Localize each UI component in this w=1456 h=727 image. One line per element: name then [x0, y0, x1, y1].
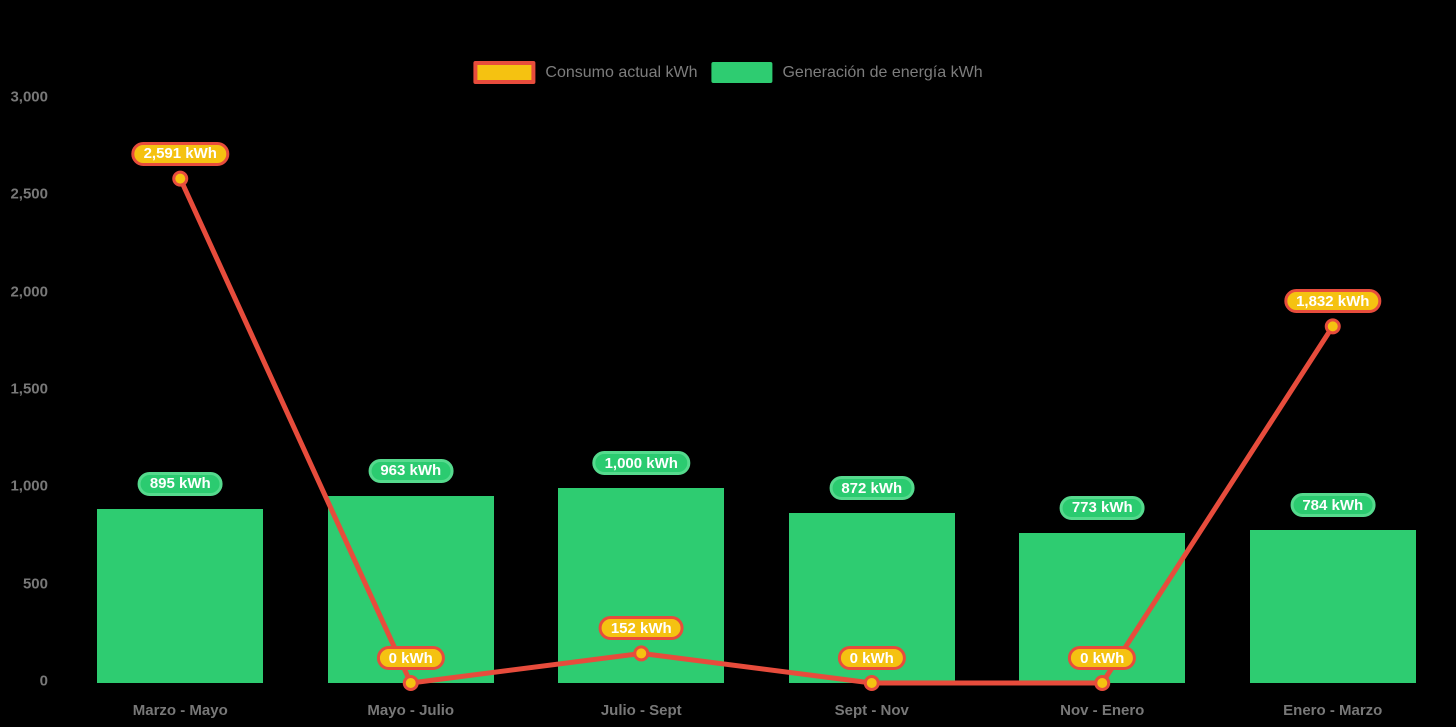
y-tick-label: 1,000	[10, 477, 48, 495]
y-tick-label: 1,500	[10, 380, 48, 398]
consumption-value-pill: 2,591 kWh	[131, 141, 229, 166]
generation-value-pill: 1,000 kWh	[592, 451, 690, 476]
legend-label: Consumo actual kWh	[545, 63, 698, 81]
x-category-label: Mayo - Julio	[367, 702, 455, 719]
generation-value-pill: 773 kWh	[1059, 495, 1145, 520]
line-point-marker	[1324, 318, 1341, 335]
x-category-label: Marzo - Mayo	[132, 702, 228, 719]
y-tick-label: 0	[39, 672, 48, 690]
legend-item-generacion[interactable]: Generación de energía kWh	[711, 62, 983, 83]
generation-value-pill: 784 kWh	[1290, 493, 1376, 518]
chart-legend: Consumo actual kWh Generación de energía …	[473, 61, 983, 84]
generation-value-pill: 872 kWh	[829, 476, 915, 501]
consumption-value-pill: 0 kWh	[837, 646, 906, 670]
consumo-swatch-icon	[473, 61, 536, 84]
legend-item-consumo[interactable]: Consumo actual kWh	[473, 61, 697, 84]
generation-bar	[97, 508, 264, 683]
y-tick-label: 2,500	[10, 185, 48, 203]
consumption-value-pill: 0 kWh	[376, 646, 445, 670]
generacion-swatch-icon	[711, 62, 773, 83]
x-category-label: Julio - Sept	[600, 702, 682, 719]
generation-bar	[1249, 530, 1416, 683]
y-tick-label: 500	[22, 575, 48, 593]
generation-value-pill: 895 kWh	[137, 471, 223, 496]
consumption-value-pill: 152 kWh	[598, 616, 684, 641]
x-category-label: Sept - Nov	[834, 702, 909, 719]
generation-bar	[558, 488, 725, 683]
y-tick-label: 2,000	[10, 283, 48, 301]
x-category-label: Nov - Enero	[1060, 702, 1145, 719]
legend-label: Generación de energía kWh	[782, 63, 983, 81]
x-category-label: Enero - Marzo	[1283, 702, 1383, 719]
consumption-value-pill: 0 kWh	[1068, 646, 1137, 670]
y-tick-label: 3,000	[10, 88, 48, 106]
generation-value-pill: 963 kWh	[368, 458, 454, 483]
line-point-marker	[172, 170, 189, 187]
consumption-value-pill: 1,832 kWh	[1284, 289, 1382, 314]
